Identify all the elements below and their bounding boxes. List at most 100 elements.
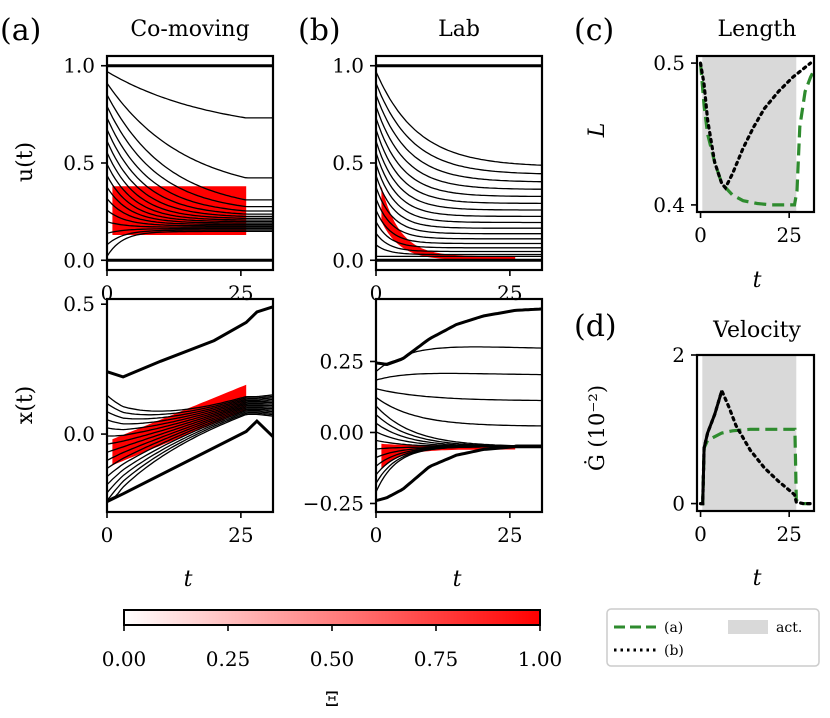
c-ytick-label-1: 0.5 (653, 51, 685, 75)
a-bottom-ytick-label-1: 0.5 (63, 292, 95, 316)
a-bottom-curve-12 (106, 398, 274, 425)
a-bottom-curve-11 (106, 400, 274, 431)
colorbar: 0.00 0.25 0.50 0.75 1.00 Ξ (102, 609, 562, 711)
a-bottom-curve-7 (106, 406, 273, 461)
a-top-curve-5 (106, 198, 273, 226)
b-bottom-frame (374, 297, 544, 514)
c-active-region (702, 56, 797, 212)
a-bottom-ytick-label-0: 0.0 (63, 422, 95, 446)
b-bottom-upper-edge (375, 307, 543, 366)
a-top-curve-4 (106, 209, 273, 227)
colorbar-label: Ξ (325, 687, 339, 711)
colorbar-tick-label-3: 0.75 (414, 647, 459, 671)
a-top-curve-16 (106, 71, 273, 119)
t-axis-label-a: t (184, 567, 193, 592)
b-top-curve-4 (375, 209, 542, 245)
b-top-curve-12 (375, 117, 542, 198)
a-top-curve-8 (106, 163, 273, 221)
t-axis-label-c: t (753, 268, 762, 293)
panel-b-top-plot: 0 250.00.51.0 (332, 54, 544, 305)
a-top-curve-7 (106, 175, 273, 223)
a-top-curve-0 (106, 230, 273, 257)
panel-d-letter: (d) (574, 309, 617, 344)
t-axis-label-d: t (753, 566, 762, 591)
a-top-curve-14 (106, 94, 273, 201)
b-top-ytick-label-0: 0.0 (332, 248, 364, 272)
a-top-frame (105, 54, 275, 272)
a-bottom-curve-13 (106, 397, 274, 420)
a-bottom-xtick-label-0: 0 (101, 523, 114, 547)
a-bottom-xtick-label-1: 25 (228, 523, 253, 547)
x-axis-label: x(t) (13, 386, 38, 424)
a-top-curve-11 (106, 129, 273, 215)
velocity-axis-label: Ġ (10⁻²) (584, 385, 609, 471)
panel-a-title: Co-moving (130, 17, 249, 42)
a-bottom-curve-4 (106, 409, 274, 486)
panel-d-title: Velocity (712, 318, 801, 343)
panel-a-letter: (a) (0, 13, 41, 48)
b-top-xtick-label-1: 25 (497, 281, 522, 305)
a-top-curve-9 (106, 152, 273, 219)
colorbar-tick-label-0: 0.00 (102, 647, 147, 671)
a-bottom-curve-14 (106, 395, 274, 416)
b-top-curve-14 (375, 94, 542, 183)
b-top-curve-10 (375, 140, 542, 211)
panel-b-title: Lab (438, 17, 480, 42)
colorbar-tick-label-2: 0.50 (310, 647, 355, 671)
d-xtick-label-1: 25 (776, 522, 801, 546)
b-top-curve-5 (375, 198, 542, 240)
a-top-xtick-label-1: 25 (228, 281, 253, 305)
b-bottom-ytick-label-1: 0.00 (319, 420, 364, 444)
b-top-curve-9 (375, 152, 542, 218)
b-top-curve-8 (375, 163, 542, 224)
a-bottom-curve-2 (106, 412, 274, 501)
d-series-b-rise (700, 390, 724, 506)
b-bottom-curve-12 (375, 396, 542, 427)
a-bottom-curve-6 (106, 407, 274, 470)
b-top-curve-7 (375, 175, 542, 229)
c-series-b (698, 61, 813, 191)
legend-label-b: (b) (664, 643, 684, 659)
a-top-ytick-label-2: 1.0 (63, 54, 95, 78)
a-top-curve-15 (106, 82, 273, 179)
t-axis-label-b: t (453, 567, 462, 592)
a-top-curve-2 (106, 227, 273, 234)
panel-a-top-plot: 0 250.00.51.0 (63, 54, 275, 305)
panel-a-bottom-plot: 0 25 0.0 0.5 (63, 292, 275, 547)
b-bottom-curve-14 (375, 372, 542, 381)
legend-box (606, 608, 820, 667)
c-xtick-label-1: 25 (776, 223, 801, 247)
c-xtick-label-0: 0 (694, 223, 707, 247)
d-ytick-label-1: 2 (672, 343, 685, 367)
d-ytick-label-0: 0 (672, 492, 685, 516)
b-bottom-lower-edge (375, 445, 542, 503)
a-top-curve-10 (106, 140, 273, 218)
b-top-curve-13 (375, 105, 542, 190)
d-xtick-label-0: 0 (694, 522, 707, 546)
legend: (a) act. (b) (606, 608, 820, 667)
panel-c-letter: (c) (574, 13, 614, 48)
d-frame (695, 353, 816, 513)
a-bottom-curve-10 (107, 401, 274, 437)
panel-b-letter: (b) (298, 13, 341, 48)
colorbar-gradient (123, 609, 541, 626)
b-bottom-curve-13 (375, 388, 542, 402)
a-top-curve-3 (106, 221, 273, 228)
b-top-curve-15 (375, 82, 542, 175)
a-top-curve-1 (106, 229, 273, 246)
c-frame (695, 54, 816, 214)
b-bottom-ytick-label-2: 0.25 (319, 349, 364, 373)
a-bottom-upper-edge (106, 305, 274, 379)
b-top-curve-6 (375, 186, 542, 235)
a-top-curve-12 (106, 117, 273, 212)
a-top-curve-13 (106, 105, 273, 208)
b-top-ytick-label-2: 1.0 (332, 54, 364, 78)
a-bottom-lower-edge (106, 419, 275, 503)
panel-b-bottom-plot: 0 25 −0.25 0.00 0.25 (303, 297, 544, 547)
a-bottom-curve-5 (106, 408, 274, 478)
a-bottom-curve-15 (106, 394, 274, 412)
panel-c-plot: 0 25 0.4 0.5 (653, 51, 816, 247)
b-bottom-ytick-label-0: −0.25 (303, 491, 364, 515)
b-bottom-xtick-label-0: 0 (370, 523, 383, 547)
